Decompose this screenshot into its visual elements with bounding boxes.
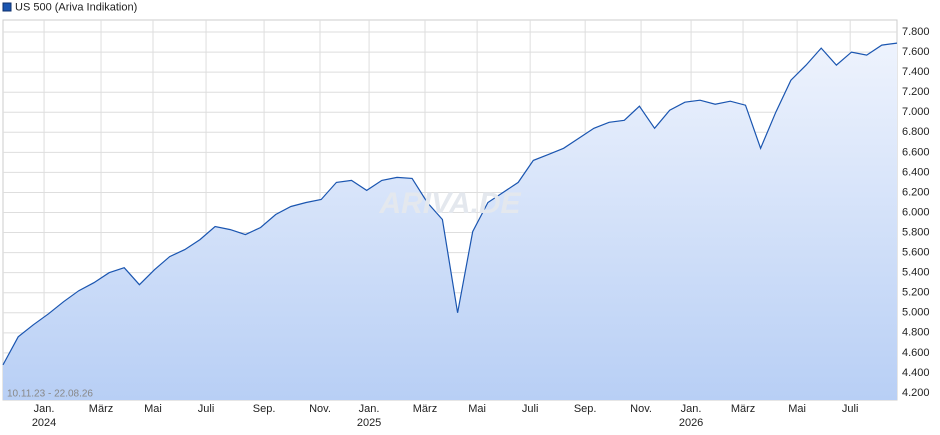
x-tick-label: Jan.	[34, 403, 55, 415]
x-tick-label: Juli	[522, 403, 539, 415]
y-tick-label: 7.200	[902, 86, 930, 98]
year-label: 2024	[32, 417, 56, 429]
date-range: 10.11.23 - 22.08.26	[7, 389, 93, 400]
x-tick-label: März	[731, 403, 755, 415]
y-tick-label: 6.200	[902, 186, 930, 198]
y-tick-label: 6.600	[902, 146, 930, 158]
price-line	[2, 42, 898, 366]
legend-swatch	[2, 2, 12, 12]
y-tick-label: 5.600	[902, 247, 930, 259]
y-tick-label: 5.200	[902, 287, 930, 299]
y-tick-label: 7.800	[902, 26, 930, 38]
x-tick-label: März	[413, 403, 437, 415]
x-tick-label: Mai	[144, 403, 162, 415]
x-tick-label: Mai	[468, 403, 486, 415]
year-label: 2026	[679, 417, 703, 429]
x-tick-label: März	[89, 403, 113, 415]
x-tick-label: Mai	[788, 403, 806, 415]
x-tick-label: Juli	[842, 403, 859, 415]
y-tick-label: 6.400	[902, 166, 930, 178]
x-tick-label: Juli	[198, 403, 215, 415]
x-tick-label: Jan.	[359, 403, 380, 415]
watermark: ARIVA.DE	[378, 187, 521, 220]
y-tick-label: 4.200	[902, 387, 930, 399]
y-tick-label: 7.000	[902, 106, 930, 118]
y-tick-label: 4.400	[902, 367, 930, 379]
x-tick-label: Jan.	[681, 403, 702, 415]
area-fill	[3, 43, 897, 400]
x-tick-label: Sep.	[253, 403, 276, 415]
x-tick-label: Sep.	[574, 403, 597, 415]
y-tick-label: 4.800	[902, 327, 930, 339]
y-tick-label: 5.000	[902, 307, 930, 319]
x-tick-label: Nov.	[630, 403, 652, 415]
x-tick-label: Nov.	[309, 403, 331, 415]
y-tick-label: 7.400	[902, 66, 930, 78]
y-tick-label: 5.400	[902, 267, 930, 279]
y-tick-label: 6.000	[902, 206, 930, 218]
year-label: 2025	[357, 417, 381, 429]
legend-label: US 500 (Ariva Indikation)	[15, 1, 137, 13]
y-tick-label: 5.800	[902, 226, 930, 238]
y-tick-label: 7.600	[902, 46, 930, 58]
y-tick-label: 6.800	[902, 126, 930, 138]
y-tick-label: 4.600	[902, 347, 930, 359]
